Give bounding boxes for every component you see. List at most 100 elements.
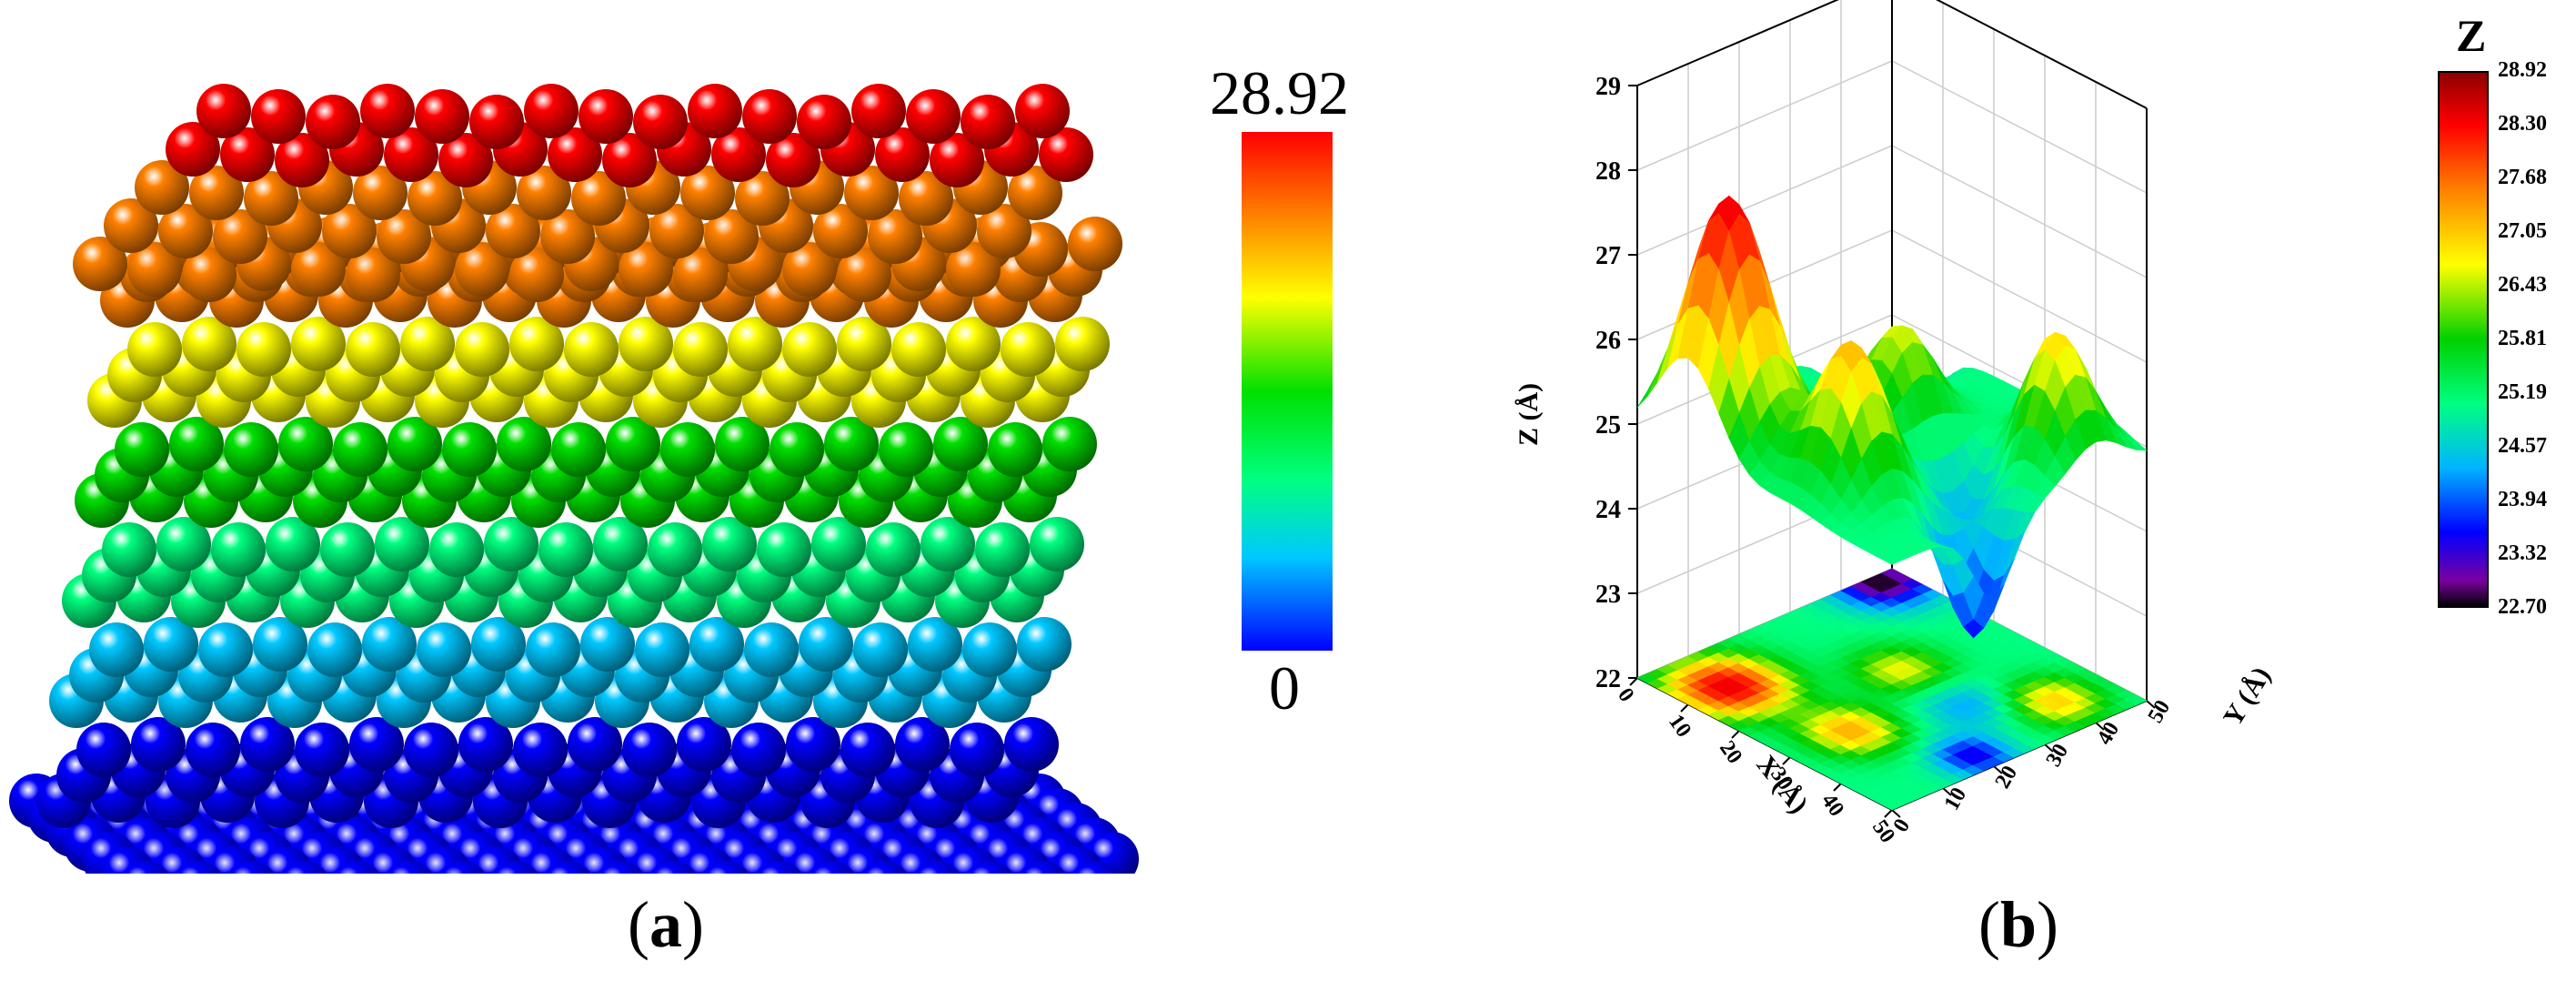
atom-421 [921,517,975,571]
atom-621 [189,166,244,220]
atom-619 [977,204,1031,258]
atom-462 [224,422,278,477]
atom-136 [1019,861,1066,874]
atom-596 [619,242,673,297]
atom-664 [742,89,797,144]
atom-461 [169,417,224,471]
atom-641 [384,127,438,182]
atom-476 [988,422,1042,477]
atom-634 [899,171,953,226]
atom-590 [291,242,346,297]
atom-644 [548,127,602,182]
colorbar-b-tick-9: 23.32 [2498,541,2547,565]
atom-616 [813,204,868,258]
atom-657 [360,84,415,138]
atom-656 [306,95,360,149]
atom-638 [220,127,275,182]
atom-367 [908,617,962,672]
colorbar-b [2438,71,2489,608]
atom-639 [275,133,329,187]
atom-529 [946,317,1001,371]
atom-531 [1055,317,1110,371]
atom-518 [346,322,400,377]
atom-353 [144,617,198,672]
atom-651 [930,133,984,187]
atom-653 [1039,127,1093,182]
atom-298 [76,723,131,777]
colorbar-b-tick-0: 28.92 [2498,58,2547,82]
atom-659 [469,95,524,149]
atom-647 [711,127,766,182]
atom-365 [799,617,853,672]
caption-a: (a) [628,887,704,963]
atom-407 [156,517,211,571]
caption-a-letter: a [649,888,682,961]
atom-299 [131,717,186,772]
colorbar-b-tick-6: 25.19 [2498,380,2547,404]
colorbar-a-max-label: 28.92 [1210,58,1349,127]
atom-663 [688,84,742,138]
colorbar-a [1242,132,1333,651]
atom-124 [386,861,433,874]
atom-603 [104,198,158,253]
atom-611 [540,209,595,264]
colorbar-b-title: Z [2456,10,2487,61]
atom-593 [455,242,509,297]
atom-301 [240,717,295,772]
atom-129 [649,861,697,874]
atom-516 [236,322,291,377]
atom-310 [731,723,786,777]
panel-b: 22 23 24 25 26 27 28 29 0 10 20 30 40 50 0 10 20 30 40 50… [1419,0,2576,1001]
colorbar-b-tick-1: 28.30 [2498,112,2547,136]
atom-477 [1042,417,1097,471]
atom-460 [115,422,169,477]
atom-628 [571,171,626,226]
atom-131 [755,861,802,874]
atom-620 [135,160,189,215]
colorbar-a-gradient [1242,132,1333,651]
atom-608 [377,209,431,264]
atom-133 [860,861,908,874]
atom-123 [333,861,380,874]
atom-130 [702,861,750,874]
atom-645 [602,133,657,187]
atom-366 [853,622,908,677]
colorbar-b-tick-2: 27.68 [2498,166,2547,189]
atom-642 [438,133,493,187]
atom-361 [580,617,635,672]
atom-126 [491,861,538,874]
atom-475 [933,417,988,471]
atom-128 [597,861,644,874]
atom-368 [962,622,1017,677]
atom-517 [291,317,346,371]
atom-408 [211,522,266,577]
atom-655 [251,89,306,144]
atom-352 [89,622,144,677]
atom-413 [484,517,538,571]
atom-617 [868,209,922,264]
atom-637 [166,122,220,177]
z-axis-label: Z (Å) [1514,383,1544,446]
z-tick-5: 27 [1595,242,1621,270]
atom-466 [442,422,497,477]
caption-a-close: ) [681,888,704,961]
atom-519 [400,317,455,371]
atom-654 [196,84,251,138]
atom-364 [744,622,799,677]
atom-470 [660,422,715,477]
atom-302 [295,723,349,777]
caption-b-close: ) [2037,888,2059,961]
atom-600 [837,248,891,302]
colorbar-b-ticks: 28.92 28.30 27.68 27.05 26.43 25.81 25.19 24.57… [2498,58,2576,619]
z-tick-6: 28 [1595,157,1621,186]
z-axis-ticks: 22 23 24 25 26 27 28 29 [1595,73,1637,693]
atom-469 [606,417,660,471]
atom-587 [127,242,182,297]
z-tick-4: 26 [1595,327,1621,355]
atom-473 [824,417,879,471]
atom-515 [182,317,236,371]
atom-417 [702,517,757,571]
atom-474 [879,422,933,477]
atom-137 [1072,861,1119,874]
atom-514 [127,322,182,377]
